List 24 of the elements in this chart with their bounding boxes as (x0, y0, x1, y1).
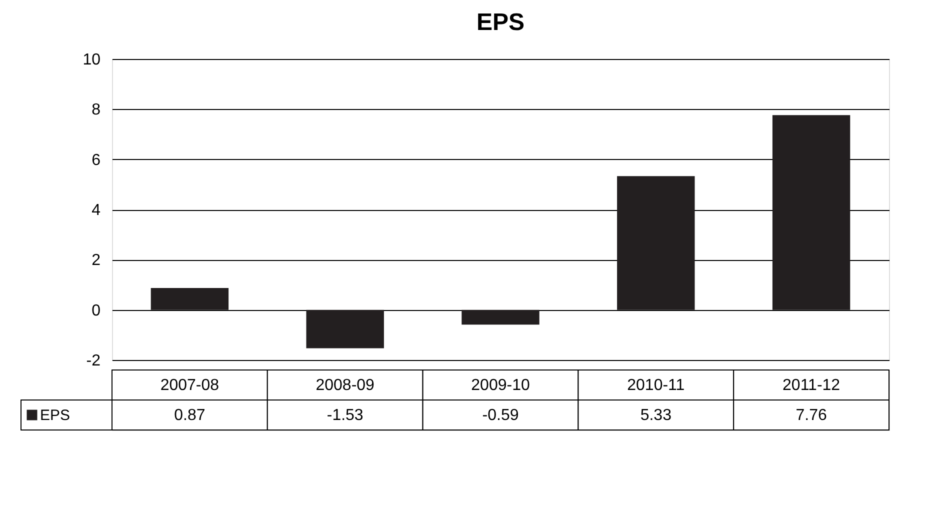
chart-title: EPS (476, 9, 525, 36)
y-tick-label: 10 (82, 52, 101, 68)
data-label: 7.76 (796, 407, 827, 424)
bar (772, 115, 850, 310)
x-tick-label: 2009-10 (471, 377, 530, 394)
y-tick-label: 4 (92, 202, 101, 219)
y-tick-label: 2 (92, 252, 101, 270)
x-tick-label: 2010-11 (627, 377, 685, 394)
data-label: 0.87 (174, 407, 206, 424)
y-tick-label: -2 (86, 352, 101, 370)
y-tick-label: 8 (92, 102, 101, 119)
y-tick-label: 0 (92, 302, 101, 320)
data-label: -0.59 (482, 407, 519, 424)
bar (462, 310, 540, 325)
y-tick-label: 6 (92, 152, 101, 169)
x-tick-label: 2011-12 (782, 377, 840, 394)
data-label: -1.53 (326, 407, 364, 424)
x-tick-label: 2007-08 (160, 377, 220, 394)
bar (150, 288, 229, 310)
legend-label: EPS (40, 407, 70, 424)
bar (306, 310, 384, 348)
bar (617, 176, 695, 310)
data-label: 5.33 (640, 407, 672, 424)
x-tick-label: 2008-09 (316, 377, 375, 394)
